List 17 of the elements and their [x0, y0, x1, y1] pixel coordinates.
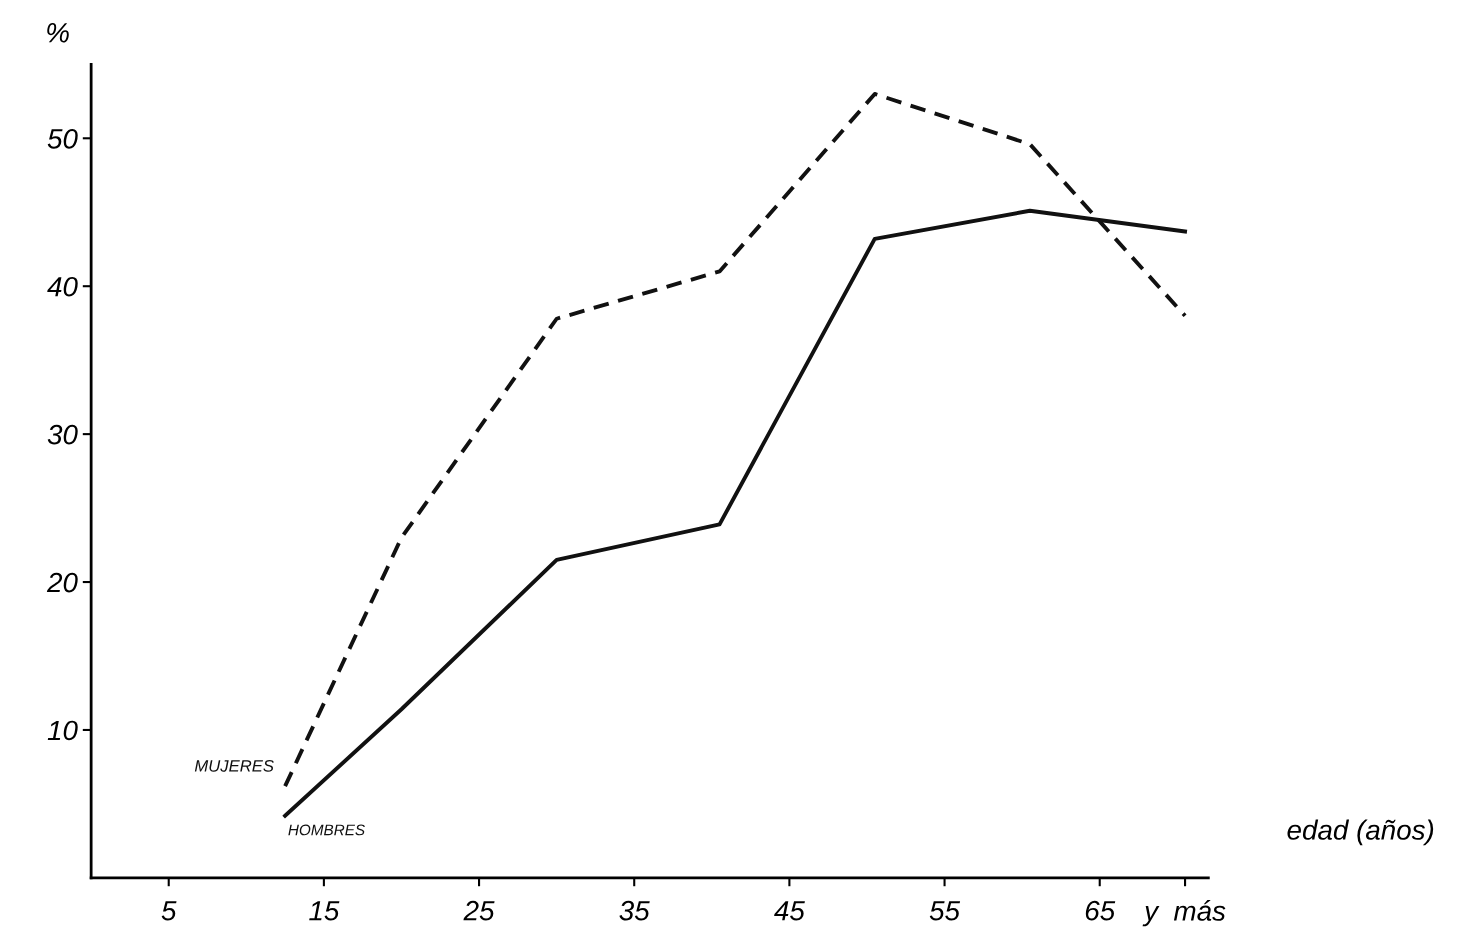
- y-tick-label: 30: [47, 424, 78, 445]
- y-axis-title: %: [47, 23, 69, 43]
- x-tick-label: 5: [161, 901, 177, 921]
- x-tick-label: y más: [1142, 900, 1226, 927]
- y-tick-label: 20: [46, 572, 78, 593]
- x-tick-label: 15: [309, 901, 340, 921]
- series-label: MUJERES: [194, 759, 274, 772]
- x-tick-label: 65: [1085, 900, 1116, 921]
- x-tick-label: 45: [774, 901, 805, 921]
- x-tick-label: 55: [929, 901, 961, 921]
- series-label: HOMBRES: [288, 824, 365, 836]
- y-tick-label: 40: [47, 276, 78, 297]
- y-tick-label: 10: [47, 720, 78, 741]
- x-axis-title: edad (años): [1287, 819, 1434, 846]
- x-tick-label: 35: [619, 900, 650, 921]
- y-tick-label: 50: [47, 128, 78, 149]
- x-tick-label: 25: [463, 900, 495, 921]
